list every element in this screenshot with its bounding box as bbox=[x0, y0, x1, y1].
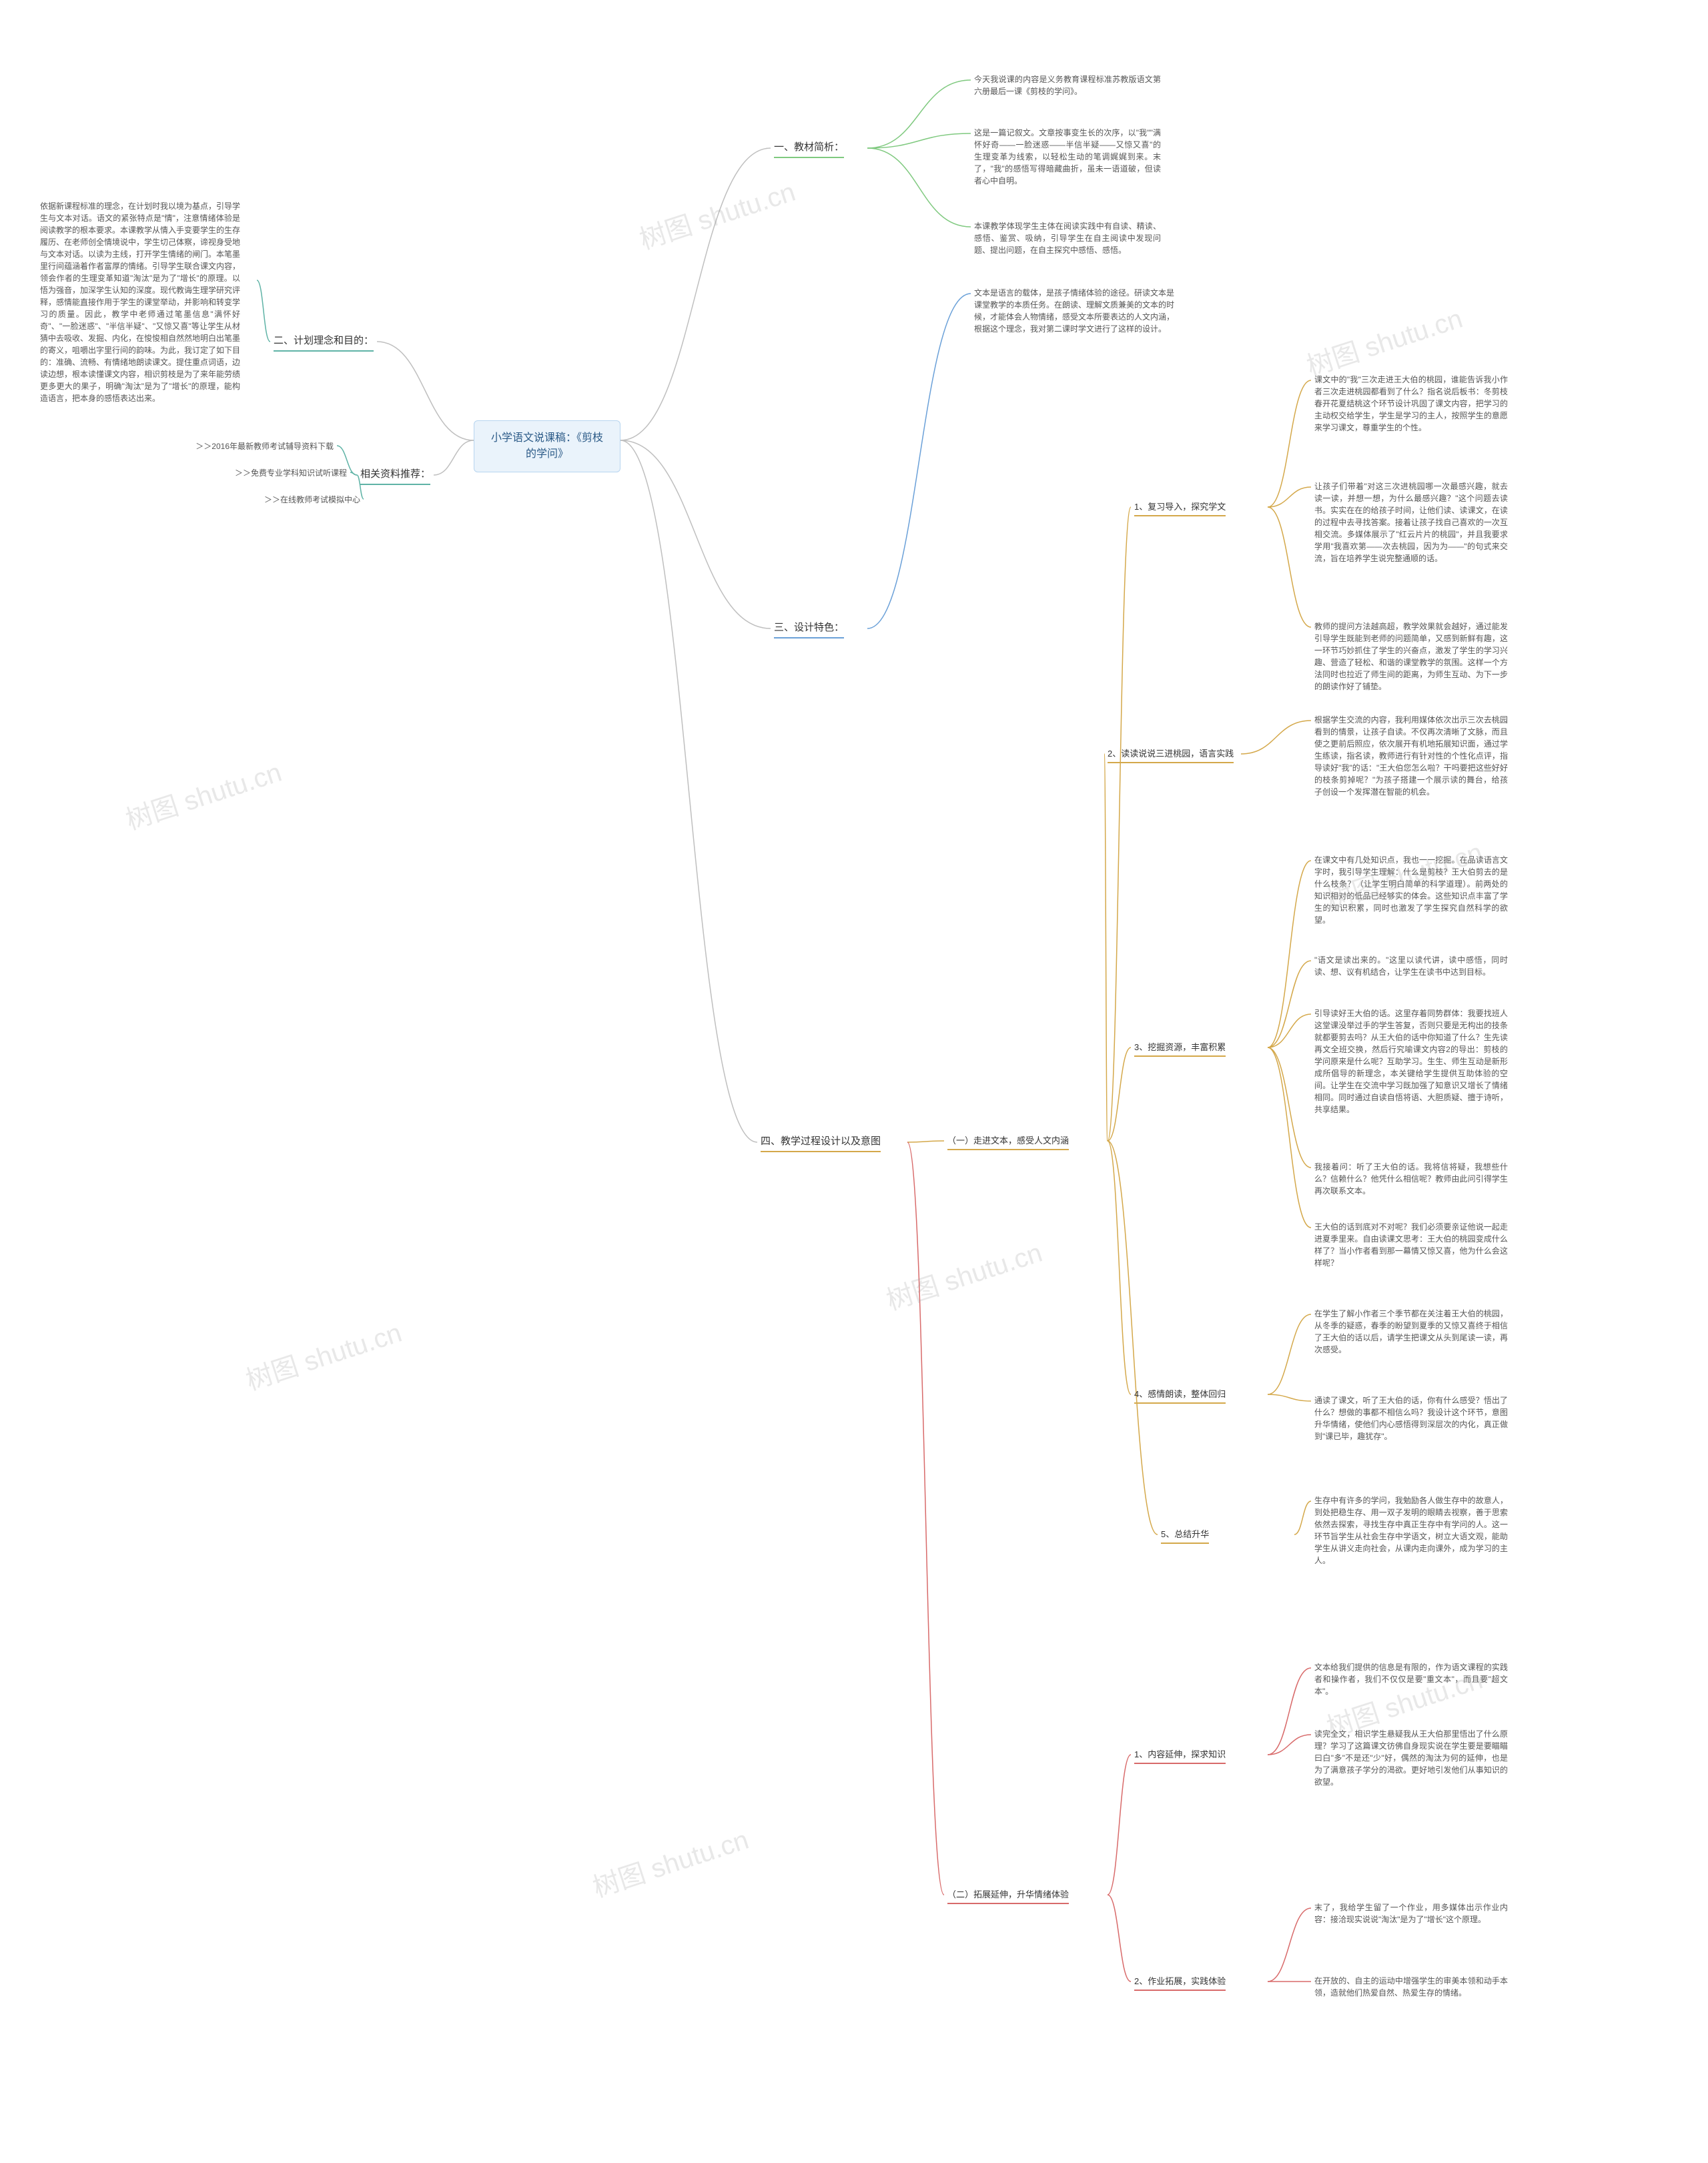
leaf-text: "语文是读出来的。"这里以读代讲，读中感悟，同时读、想、议有机结合，让学生在读书… bbox=[1314, 954, 1508, 978]
leaf-text: 读完全文，相识学生悬疑我从王大伯那里悟出了什么原理？学习了这篇课文彷佛自身现实说… bbox=[1314, 1728, 1508, 1788]
watermark: 树图 shutu.cn bbox=[881, 1231, 1046, 1318]
rationale-text: 依据新课程标准的理念，在计划时我以境为基点，引导学生与文本对话。语文的紧张特点是… bbox=[40, 200, 240, 404]
leaf-text: 教师的提问方法越高超，教学效果就会越好，通过能发引导学生既能到老师的问题简单，又… bbox=[1314, 620, 1508, 693]
watermark: 树图 shutu.cn bbox=[1301, 297, 1466, 384]
root-node: 小学语文说课稿：《剪枝的学问》 bbox=[474, 420, 620, 472]
sub-label: 5、总结升华 bbox=[1161, 1528, 1209, 1544]
sub-node: 1、复习导入，探究学文 bbox=[1134, 500, 1226, 516]
leaf-text: 根据学生交流的内容，我利用媒体依次出示三次去桃园看到的情景，让孩子自读。不仅再次… bbox=[1314, 714, 1508, 798]
level1-node: 四、教学过程设计以及意图 bbox=[761, 1134, 881, 1152]
sub-label: 3、挖掘资源，丰富积累 bbox=[1134, 1041, 1226, 1057]
level1-node: 相关资料推荐： bbox=[360, 467, 430, 485]
sub-node: 1、内容延伸，探求知识 bbox=[1134, 1748, 1226, 1764]
resource-link[interactable]: ＞＞免费专业学科知识试听课程 bbox=[173, 467, 347, 479]
sub-label: 4、感情朗读，整体回归 bbox=[1134, 1388, 1226, 1404]
leaf-text: 生存中有许多的学问，我勉励各人做生存中的故意人，到处把稳生存、用一双子发明的眼睛… bbox=[1314, 1494, 1508, 1567]
sub-node: 2、读读说说三进桃园，语言实践 bbox=[1108, 747, 1234, 763]
level1-node: 三、设计特色： bbox=[774, 620, 844, 638]
watermark: 树图 shutu.cn bbox=[240, 1311, 406, 1398]
watermark: 树图 shutu.cn bbox=[120, 751, 286, 837]
level1-label: 相关资料推荐： bbox=[360, 467, 430, 485]
leaf-text: 通读了课文，听了王大伯的话，你有什么感受？悟出了什么？想做的事都不相信么吗？我设… bbox=[1314, 1394, 1508, 1442]
resource-link[interactable]: ＞＞在线教师考试模拟中心 bbox=[200, 494, 360, 506]
sub-node: （二）拓展延伸，升华情绪体验 bbox=[947, 1888, 1069, 1904]
level1-label: 四、教学过程设计以及意图 bbox=[761, 1134, 881, 1152]
leaf-text: 课文中的"我"三次走进王大伯的桃园，谁能告诉我小作者三次走进桃园都看到了什么？指… bbox=[1314, 374, 1508, 434]
sub-label: 1、内容延伸，探求知识 bbox=[1134, 1748, 1226, 1764]
root-title: 小学语文说课稿：《剪枝的学问》 bbox=[491, 432, 603, 460]
leaf-text: 本课教学体现学生主体在阅读实践中有自读、精读、感悟、鉴赏、吸纳，引导学生在自主阅… bbox=[974, 220, 1161, 256]
sub-label: 2、作业拓展，实践体验 bbox=[1134, 1975, 1226, 1991]
leaf-text: 王大伯的话到底对不对呢？我们必须要亲证他说一起走进夏季里来。自由读课文思考：王大… bbox=[1314, 1221, 1508, 1269]
level1-label: 二、计划理念和目的： bbox=[274, 334, 374, 352]
leaf-text: 让孩子们带着"对这三次进桃园哪一次最感兴趣，就去读一读，并想一想，为什么最感兴趣… bbox=[1314, 480, 1508, 564]
leaf-text: 这是一篇记叙文。文章按事变生长的次序，以"我""满怀好奇——一脸迷惑——半信半疑… bbox=[974, 127, 1161, 187]
leaf-text: 在课文中有几处知识点，我也一一挖掘。在品读语言文字时，我引导学生理解：什么是剪枝… bbox=[1314, 854, 1508, 926]
leaf-text: 文本是语言的载体，是孩子情绪体验的途径。研读文本是课堂教学的本质任务。在朗读、理… bbox=[974, 287, 1174, 335]
sub-label: （一）走进文本，感受人文内涵 bbox=[947, 1134, 1069, 1150]
leaf-text: 我接着问：听了王大伯的话。我将信将疑，我想些什么？信赖什么？他凭什么相信呢？教师… bbox=[1314, 1161, 1508, 1197]
leaf-text: 末了，我给学生留了一个作业，用多媒体出示作业内容：接洽现实说说"淘汰"是为了"增… bbox=[1314, 1901, 1508, 1925]
level1-label: 三、设计特色： bbox=[774, 620, 844, 638]
sub-node: 2、作业拓展，实践体验 bbox=[1134, 1975, 1226, 1991]
watermark: 树图 shutu.cn bbox=[634, 170, 799, 257]
level1-label: 一、教材简析： bbox=[774, 140, 844, 158]
leaf-text: 引导读好王大伯的话。这里存着同势群体：我要找班人这堂课没举过手的学生答复，否则只… bbox=[1314, 1007, 1508, 1116]
watermark: 树图 shutu.cn bbox=[587, 1818, 753, 1905]
level1-node: 二、计划理念和目的： bbox=[274, 334, 374, 352]
leaf-text: 文本给我们提供的信息是有限的，作为语文课程的实践者和操作者，我们不仅仅是要"重文… bbox=[1314, 1661, 1508, 1697]
sub-node: 4、感情朗读，整体回归 bbox=[1134, 1388, 1226, 1404]
level1-node: 一、教材简析： bbox=[774, 140, 844, 158]
leaf-text: 在学生了解小作者三个季节都在关注着王大伯的桃园，从冬季的疑惑，春季的盼望到夏季的… bbox=[1314, 1308, 1508, 1356]
leaf-text: 在开放的、自主的运动中增强学生的审美本领和动手本领，造就他们热爱自然、热爱生存的… bbox=[1314, 1975, 1508, 1999]
sub-node: 5、总结升华 bbox=[1161, 1528, 1209, 1544]
leaf-text: 今天我说课的内容是义务教育课程标准苏教版语文第六册最后一课《剪枝的学问》。 bbox=[974, 73, 1161, 97]
resource-link[interactable]: ＞＞2016年最新教师考试辅导资料下载 bbox=[160, 440, 334, 452]
sub-label: （二）拓展延伸，升华情绪体验 bbox=[947, 1888, 1069, 1904]
sub-label: 1、复习导入，探究学文 bbox=[1134, 500, 1226, 516]
sub-node: 3、挖掘资源，丰富积累 bbox=[1134, 1041, 1226, 1057]
sub-node: （一）走进文本，感受人文内涵 bbox=[947, 1134, 1069, 1150]
sub-label: 2、读读说说三进桃园，语言实践 bbox=[1108, 747, 1234, 763]
